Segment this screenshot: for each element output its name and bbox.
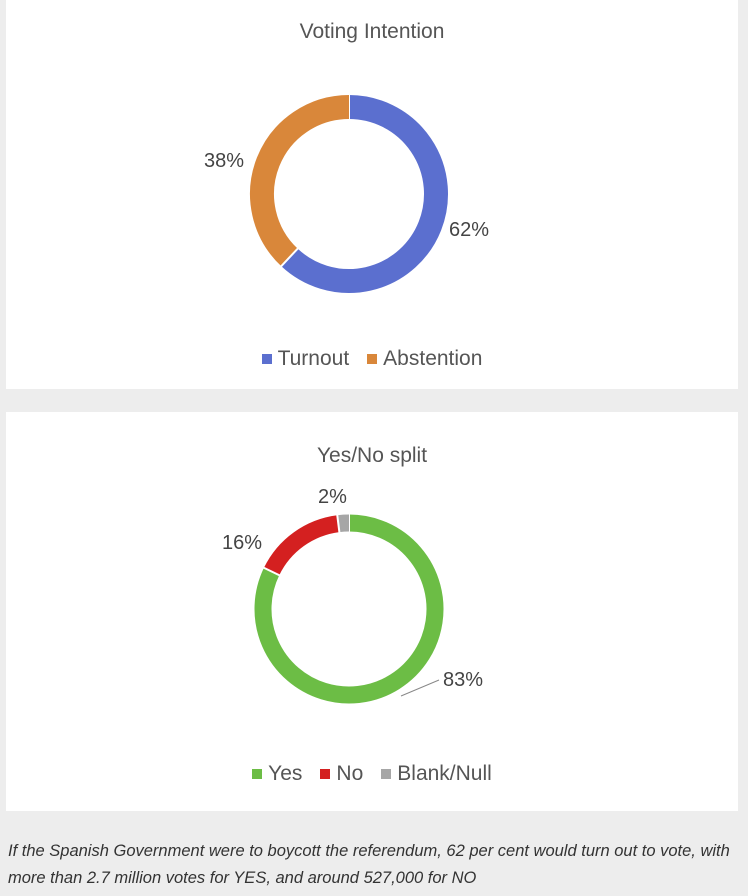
legend-item-no: No: [320, 762, 363, 786]
slice-separator: [336, 514, 341, 534]
leader-line: [400, 679, 440, 697]
donut-slice-abstention: [250, 95, 350, 267]
yes-no-split-donut: 83% 16% 2%: [222, 486, 483, 704]
legend-item-turnout: Turnout: [261, 347, 350, 371]
legend-item-blank-null: Blank/Null: [381, 762, 492, 786]
legend-swatch: [252, 769, 263, 779]
legend-item-abstention: Abstention: [367, 347, 482, 371]
data-label: 2%: [318, 486, 347, 508]
legend-swatch: [320, 769, 331, 779]
donut-slice-yes: [254, 514, 444, 704]
voting-intention-donut: 62% 38%: [204, 94, 489, 293]
slice-separator: [262, 566, 281, 577]
donut-slice-turnout: [281, 95, 448, 293]
chart-legend: Turnout Abstention: [6, 347, 738, 371]
data-label: 38%: [204, 150, 244, 172]
voting-intention-chart: Voting Intention 62% 38% Turnout Abstenti…: [6, 0, 738, 389]
legend-label: Yes: [268, 762, 303, 785]
donut-slice-blank-null: [337, 514, 350, 533]
legend-label: Turnout: [277, 347, 350, 370]
yes-no-split-chart: Yes/No split 83% 16% 2% Yes No Blank/Null: [6, 412, 738, 811]
chart-legend: Yes No Blank/Null: [6, 762, 738, 786]
legend-item-yes: Yes: [252, 762, 302, 786]
chart-title: Yes/No split: [316, 444, 428, 467]
chart-title: Voting Intention: [299, 20, 445, 43]
slice-separator: [279, 247, 300, 268]
legend-swatch: [261, 354, 272, 364]
data-label: 16%: [222, 532, 262, 554]
legend-swatch: [367, 354, 378, 364]
donut-slice-no: [263, 515, 340, 576]
legend-label: No: [336, 762, 364, 785]
data-label: 62%: [449, 219, 489, 241]
data-label: 83%: [443, 669, 483, 691]
legend-label: Abstention: [383, 347, 483, 370]
legend-label: Blank/Null: [397, 762, 492, 785]
legend-swatch: [381, 769, 392, 779]
figure-caption: If the Spanish Government were to boycot…: [8, 842, 730, 887]
